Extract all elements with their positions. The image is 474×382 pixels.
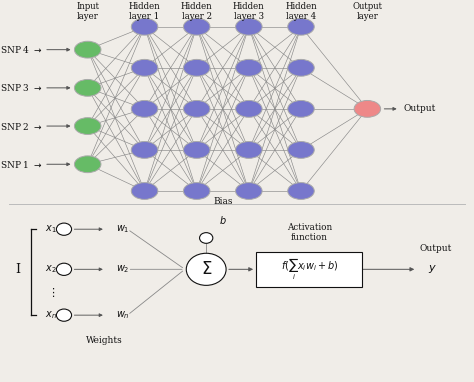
Circle shape — [200, 233, 213, 243]
Text: Activation
function: Activation function — [287, 223, 332, 242]
Ellipse shape — [354, 100, 381, 117]
Text: SNP 4 $\rightarrow$: SNP 4 $\rightarrow$ — [0, 44, 43, 55]
Text: I: I — [16, 263, 20, 276]
Ellipse shape — [236, 141, 262, 158]
Ellipse shape — [183, 141, 210, 158]
Text: $x_n$: $x_n$ — [45, 309, 56, 321]
Text: $\vdots$: $\vdots$ — [46, 286, 55, 299]
Circle shape — [56, 263, 72, 275]
Circle shape — [56, 309, 72, 321]
Ellipse shape — [74, 79, 101, 96]
Text: Output: Output — [403, 104, 436, 113]
Ellipse shape — [288, 100, 314, 117]
Ellipse shape — [236, 18, 262, 35]
Text: Bias: Bias — [213, 197, 233, 206]
Text: $w_1$: $w_1$ — [116, 223, 130, 235]
Ellipse shape — [183, 18, 210, 35]
Ellipse shape — [131, 59, 158, 76]
Text: Hidden
layer 3: Hidden layer 3 — [233, 2, 264, 21]
Text: SNP 1 $\rightarrow$: SNP 1 $\rightarrow$ — [0, 159, 43, 170]
Ellipse shape — [74, 156, 101, 173]
Text: Hidden
layer 4: Hidden layer 4 — [285, 2, 317, 21]
Text: Hidden
layer 2: Hidden layer 2 — [181, 2, 212, 21]
Text: Output: Output — [419, 244, 452, 253]
Ellipse shape — [183, 100, 210, 117]
Ellipse shape — [183, 59, 210, 76]
Text: SNP 2 $\rightarrow$: SNP 2 $\rightarrow$ — [0, 121, 43, 131]
Text: $w_2$: $w_2$ — [116, 264, 130, 275]
Ellipse shape — [183, 183, 210, 199]
Circle shape — [186, 253, 226, 285]
Text: SNP 3 $\rightarrow$: SNP 3 $\rightarrow$ — [0, 83, 43, 93]
Text: $y$: $y$ — [428, 263, 437, 275]
Text: Output
layer: Output layer — [352, 2, 383, 21]
Text: $x_1$: $x_1$ — [45, 223, 56, 235]
Text: $f(\sum_i x_i w_i + b)$: $f(\sum_i x_i w_i + b)$ — [281, 257, 338, 282]
Ellipse shape — [236, 100, 262, 117]
Ellipse shape — [131, 100, 158, 117]
Text: Weights: Weights — [86, 336, 123, 345]
Text: $\Sigma$: $\Sigma$ — [201, 260, 212, 278]
Ellipse shape — [131, 183, 158, 199]
Ellipse shape — [288, 18, 314, 35]
Text: $w_n$: $w_n$ — [116, 309, 130, 321]
Ellipse shape — [288, 141, 314, 158]
Text: Input
layer: Input layer — [76, 2, 99, 21]
Text: $x_2$: $x_2$ — [45, 264, 56, 275]
Ellipse shape — [288, 59, 314, 76]
Ellipse shape — [131, 141, 158, 158]
Ellipse shape — [288, 183, 314, 199]
Ellipse shape — [131, 18, 158, 35]
FancyBboxPatch shape — [256, 252, 362, 286]
Ellipse shape — [74, 118, 101, 134]
Circle shape — [56, 223, 72, 235]
Ellipse shape — [236, 59, 262, 76]
Text: Hidden
layer 1: Hidden layer 1 — [129, 2, 160, 21]
Text: $b$: $b$ — [219, 214, 227, 226]
Ellipse shape — [74, 41, 101, 58]
Ellipse shape — [236, 183, 262, 199]
